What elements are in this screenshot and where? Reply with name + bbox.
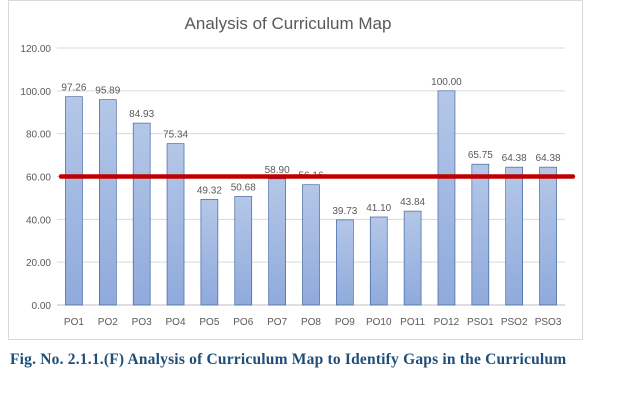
data-label: 41.10 (366, 203, 391, 214)
x-tick-label: PO11 (400, 317, 425, 328)
data-label: 49.32 (197, 185, 222, 196)
x-tick-label: PO8 (301, 317, 321, 328)
chart-frame: Analysis of Curriculum Map 0.00 20.00 40.0… (8, 0, 583, 340)
y-tick-label: 60.00 (26, 173, 51, 184)
x-tick-label: PO3 (132, 317, 152, 328)
bar-po12 (437, 90, 456, 306)
bar-po10 (369, 216, 388, 306)
x-tick-label: PO10 (366, 317, 392, 328)
bar-pso2 (505, 166, 524, 306)
bar-chart: Analysis of Curriculum Map 0.00 20.00 40.0… (20, 14, 576, 328)
y-tick-label: 0.00 (32, 301, 52, 312)
bar-po3 (132, 122, 151, 306)
y-tick-label: 120.00 (20, 44, 51, 55)
x-tick-label: PO1 (64, 317, 84, 328)
x-tick-label: PO4 (166, 317, 186, 328)
bar-pso3 (539, 166, 557, 306)
data-label: 75.34 (163, 130, 188, 141)
x-tick-label: PO5 (199, 317, 219, 328)
data-label: 39.73 (332, 206, 357, 217)
data-label: 64.38 (536, 153, 561, 164)
data-label: 65.75 (468, 150, 493, 161)
x-tick-label: PO7 (267, 317, 287, 328)
x-tick-label: PO9 (335, 317, 355, 328)
bar-po5 (200, 199, 219, 306)
x-tick-label: PSO2 (501, 317, 528, 328)
y-tick-label: 80.00 (26, 130, 51, 141)
bar-po8 (302, 184, 320, 306)
data-label: 84.93 (129, 109, 154, 120)
data-label: 64.38 (502, 153, 527, 164)
y-tick-label: 20.00 (26, 258, 51, 269)
bar-po11 (403, 210, 422, 306)
chart-title: Analysis of Curriculum Map (185, 14, 392, 33)
data-label: 58.90 (265, 165, 290, 176)
data-label: 95.89 (95, 86, 120, 97)
figure-caption: Fig. No. 2.1.1.(F) Analysis of Curriculu… (10, 351, 567, 368)
bar-po1 (65, 96, 83, 306)
x-tick-label: PO6 (233, 317, 253, 328)
y-tick-label: 100.00 (20, 87, 51, 98)
x-tick-label: PO12 (434, 317, 460, 328)
bar-po6 (234, 196, 253, 306)
bar-po9 (336, 219, 354, 306)
data-label: 97.26 (61, 83, 86, 94)
bar-po4 (166, 143, 185, 306)
data-label: 50.68 (231, 182, 256, 193)
data-label: 100.00 (431, 77, 462, 88)
bar-po7 (268, 178, 286, 306)
bar-po2 (99, 99, 117, 306)
y-tick-label: 40.00 (26, 215, 51, 226)
x-tick-label: PO2 (98, 317, 118, 328)
x-tick-label: PSO1 (467, 317, 494, 328)
x-tick-label: PSO3 (535, 317, 562, 328)
data-label: 43.84 (400, 197, 425, 208)
bar-pso1 (471, 163, 490, 306)
